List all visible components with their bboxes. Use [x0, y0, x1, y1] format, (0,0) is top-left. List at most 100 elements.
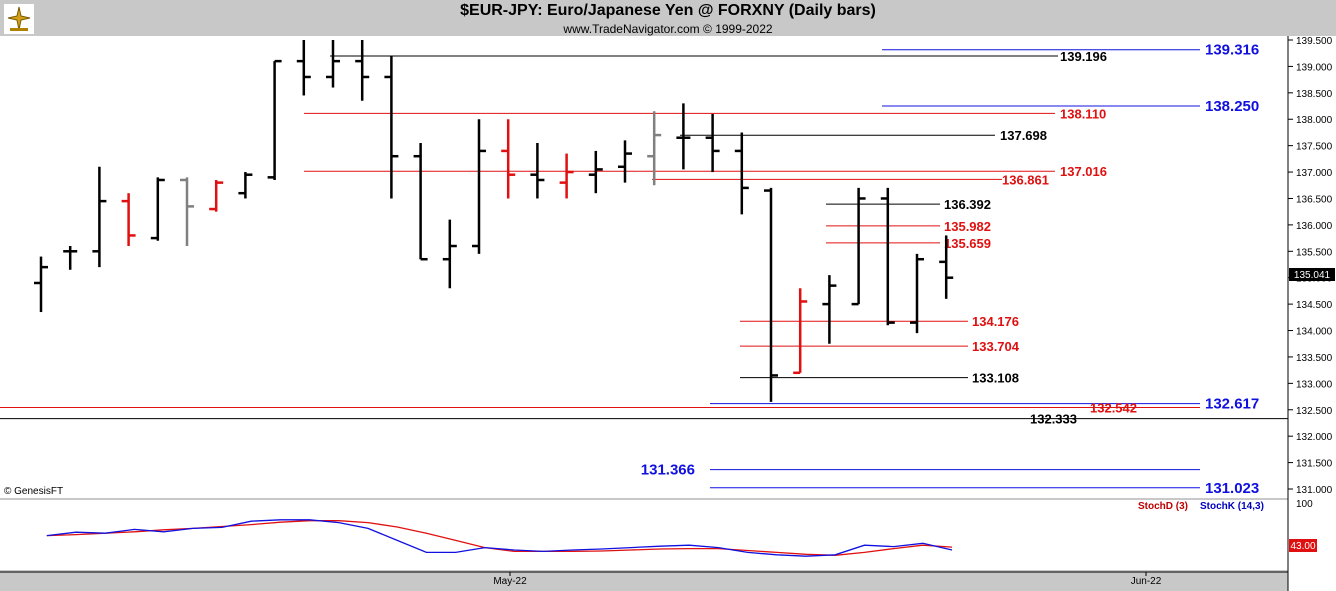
- price-level-label: 139.316: [1205, 42, 1259, 59]
- price-axis: [1288, 36, 1336, 591]
- price-level-label: 132.542: [1090, 401, 1137, 416]
- price-bar: [267, 59, 282, 180]
- x-tick-label: Jun-22: [1131, 576, 1162, 587]
- price-bar: [530, 143, 545, 199]
- y-tick-label: 133.500: [1296, 353, 1333, 364]
- price-level-label: 133.704: [972, 339, 1020, 354]
- price-bar: [238, 172, 253, 199]
- price-bar: [705, 113, 720, 173]
- y-tick-label: 134.500: [1296, 300, 1333, 311]
- price-level: 132.333: [0, 412, 1288, 427]
- stochastic-lines: [46, 519, 953, 557]
- y-tick-label: 137.000: [1296, 168, 1333, 179]
- price-level-label: 133.108: [972, 371, 1019, 386]
- stoch-k-label: StochK (14,3): [1200, 501, 1264, 512]
- price-bar: [851, 187, 866, 306]
- price-level: 134.176: [740, 314, 1019, 329]
- price-level: 132.617: [710, 396, 1259, 413]
- price-bar: [180, 177, 194, 247]
- price-bar: [618, 140, 632, 183]
- tradenavigator-logo-icon: [4, 4, 34, 34]
- last-price-label: 135.041: [1294, 270, 1331, 281]
- price-bar: [326, 40, 340, 88]
- price-bar: [413, 143, 428, 261]
- price-level: 135.982: [826, 219, 991, 234]
- price-level: 137.698: [680, 128, 1047, 143]
- price-level-label: 136.392: [944, 197, 991, 212]
- price-level: 131.023: [710, 480, 1259, 497]
- price-panel: [0, 36, 1288, 498]
- y-tick-label: 135.500: [1296, 247, 1333, 258]
- y-tick-label: 137.500: [1296, 142, 1333, 153]
- genesis-watermark: © GenesisFT: [4, 486, 63, 497]
- stochastic-series-line: [46, 519, 953, 557]
- price-level-label: 135.659: [944, 236, 991, 251]
- last-price-box: [1289, 268, 1335, 281]
- price-bar: [63, 246, 78, 270]
- price-level-label: 139.196: [1060, 49, 1107, 64]
- price-level: 139.196: [330, 49, 1107, 64]
- price-level-label: 138.250: [1205, 98, 1259, 115]
- price-level: 132.542: [0, 401, 1200, 416]
- stoch-value-label: 43.00: [1290, 541, 1315, 552]
- y-tick-label: 132.000: [1296, 432, 1333, 443]
- price-level: 136.861: [652, 172, 1049, 187]
- chart-subtitle: www.TradeNavigator.com © 1999-2022: [563, 22, 773, 36]
- y-tick-label: 139.000: [1296, 62, 1333, 73]
- price-level: 133.108: [740, 371, 1019, 386]
- price-level-label: 136.861: [1002, 172, 1049, 187]
- support-resistance-levels: 139.196 139.316 138.250 138.110 137.698 137.0…: [0, 42, 1288, 497]
- price-bar: [501, 119, 516, 199]
- price-level-label: 135.982: [944, 219, 991, 234]
- y-tick-label: 131.500: [1296, 459, 1333, 470]
- price-bar: [793, 288, 808, 375]
- price-bar: [296, 40, 311, 96]
- y-tick-label: 139.500: [1296, 36, 1333, 47]
- y-tick-label: 132.500: [1296, 406, 1333, 417]
- price-level-label: 138.110: [1060, 106, 1106, 121]
- x-axis-labels: May-22 Jun-22: [0, 571, 1288, 587]
- y-tick-label: 131.000: [1296, 485, 1333, 496]
- price-level: 138.250: [882, 98, 1259, 115]
- price-bar: [939, 235, 954, 299]
- price-bar: [121, 193, 136, 247]
- price-bar: [92, 166, 107, 268]
- price-bar: [676, 103, 691, 170]
- price-bar: [34, 256, 48, 313]
- price-bar: [559, 153, 574, 199]
- price-bar: [472, 119, 486, 254]
- ohlc-bars: [34, 40, 954, 402]
- price-bar: [880, 187, 895, 326]
- price-level-label: 132.333: [1030, 412, 1077, 427]
- price-level: 135.659: [826, 236, 991, 251]
- stoch-value-box: [1289, 539, 1317, 552]
- y-tick-label: 133.000: [1296, 379, 1333, 390]
- y-tick-label: 138.500: [1296, 89, 1333, 100]
- price-level-label: 134.176: [972, 314, 1019, 329]
- price-bar: [588, 150, 603, 194]
- price-level: 139.316: [882, 42, 1259, 59]
- x-tick-label: May-22: [493, 576, 527, 587]
- price-level: 133.704: [740, 339, 1020, 354]
- price-bar: [150, 177, 165, 241]
- y-tick-label: 138.000: [1296, 115, 1333, 126]
- price-level-label: 131.366: [641, 462, 695, 479]
- price-bar: [764, 187, 778, 402]
- stoch-top-label: 100: [1296, 499, 1313, 510]
- price-bar: [355, 40, 370, 101]
- price-bar: [442, 219, 457, 289]
- price-level-label: 131.023: [1205, 480, 1259, 497]
- price-bar: [822, 275, 837, 344]
- price-bar: [209, 179, 224, 212]
- price-bar: [647, 111, 662, 186]
- price-bar: [734, 132, 749, 215]
- price-bar: [384, 55, 399, 199]
- y-tick-label: 136.000: [1296, 221, 1333, 232]
- price-level: 136.392: [826, 197, 991, 212]
- price-level-label: 132.617: [1205, 396, 1259, 413]
- price-level: 137.016: [304, 164, 1107, 179]
- y-tick-label: 136.500: [1296, 194, 1333, 205]
- price-bar: [910, 253, 924, 334]
